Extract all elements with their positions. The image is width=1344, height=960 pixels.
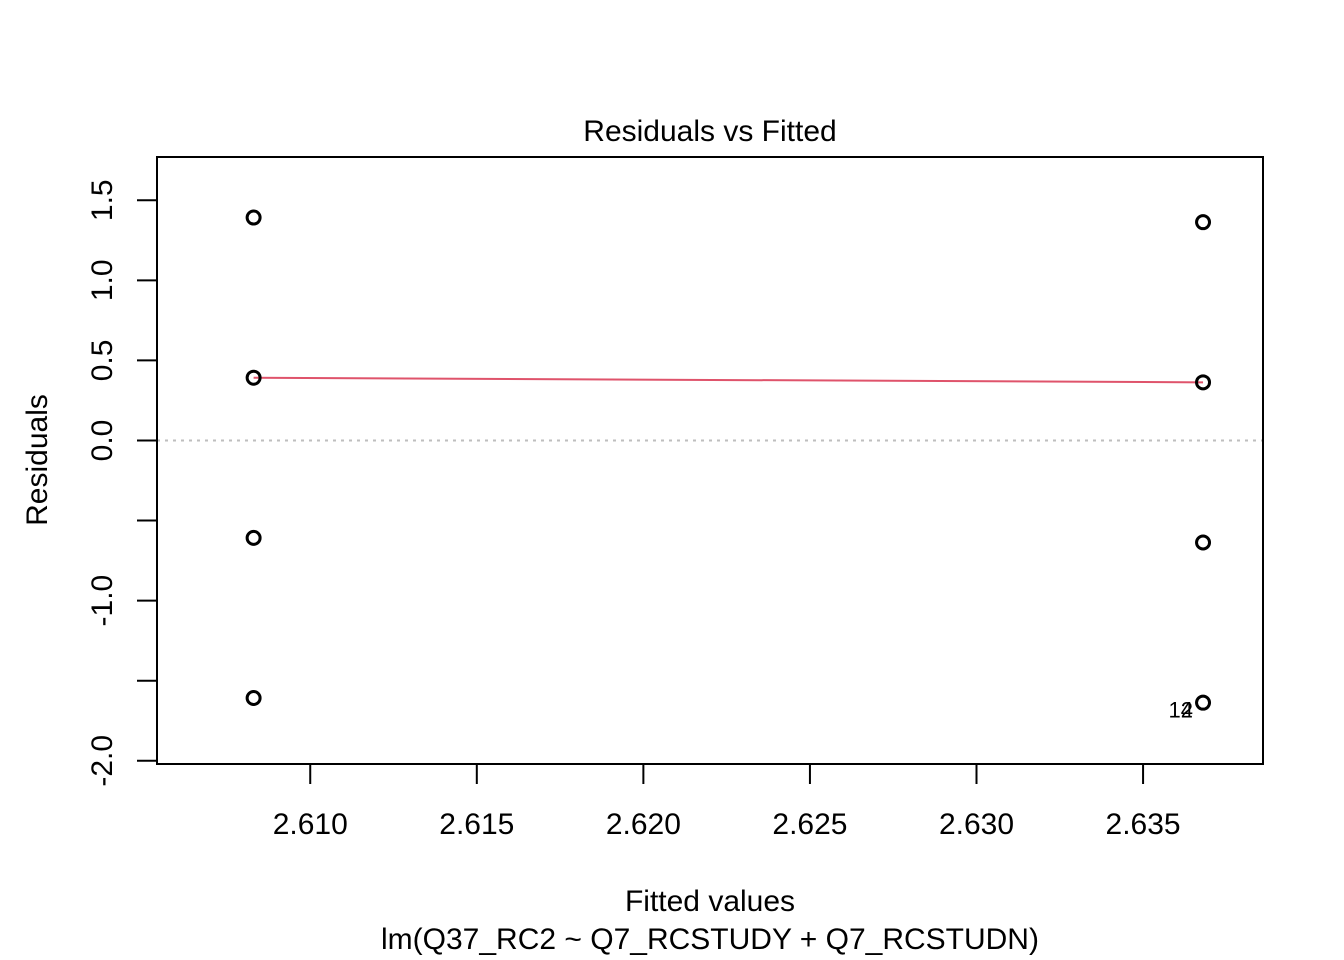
data-point [245, 690, 262, 707]
smooth-line [253, 376, 1204, 384]
x-tick-label: 2.615 [439, 808, 514, 841]
point-id-label: 12 [1169, 698, 1193, 723]
point-id-label: 4 [1181, 698, 1193, 723]
data-point [1195, 374, 1212, 391]
y-tick-label: 0.5 [86, 340, 119, 382]
chart-title: Residuals vs Fitted [583, 115, 836, 148]
x-tick-label: 2.610 [273, 808, 348, 841]
y-tick-label: -1.0 [86, 575, 119, 627]
x-axis-sublabel: lm(Q37_RC2 ~ Q7_RCSTUDY + Q7_RCSTUDN) [381, 923, 1039, 956]
data-point [1195, 694, 1212, 711]
smooth-line-layer [253, 376, 1204, 384]
y-axis: -2.0 -1.0 0.0 0.5 1.0 1.5 [86, 179, 158, 787]
data-point [245, 209, 262, 226]
x-tick-label: 2.635 [1106, 808, 1181, 841]
x-tick-label: 2.625 [772, 808, 847, 841]
data-point [245, 529, 262, 546]
x-axis-label: Fitted values [625, 885, 795, 918]
y-axis-label: Residuals [21, 394, 54, 526]
y-tick-label: -2.0 [86, 735, 119, 787]
y-tick-label: 1.0 [86, 259, 119, 301]
point-labels-layer: 124 [1169, 698, 1193, 723]
x-tick-label: 2.630 [939, 808, 1014, 841]
y-tick-label: 1.5 [86, 179, 119, 221]
data-points-layer [245, 209, 1212, 711]
data-point [1195, 214, 1212, 231]
data-point [245, 369, 262, 386]
x-tick-label: 2.620 [606, 808, 681, 841]
y-tick-label: 0.0 [86, 420, 119, 462]
x-axis: 2.610 2.615 2.620 2.625 2.630 2.635 [273, 763, 1181, 841]
data-point [1195, 534, 1212, 551]
